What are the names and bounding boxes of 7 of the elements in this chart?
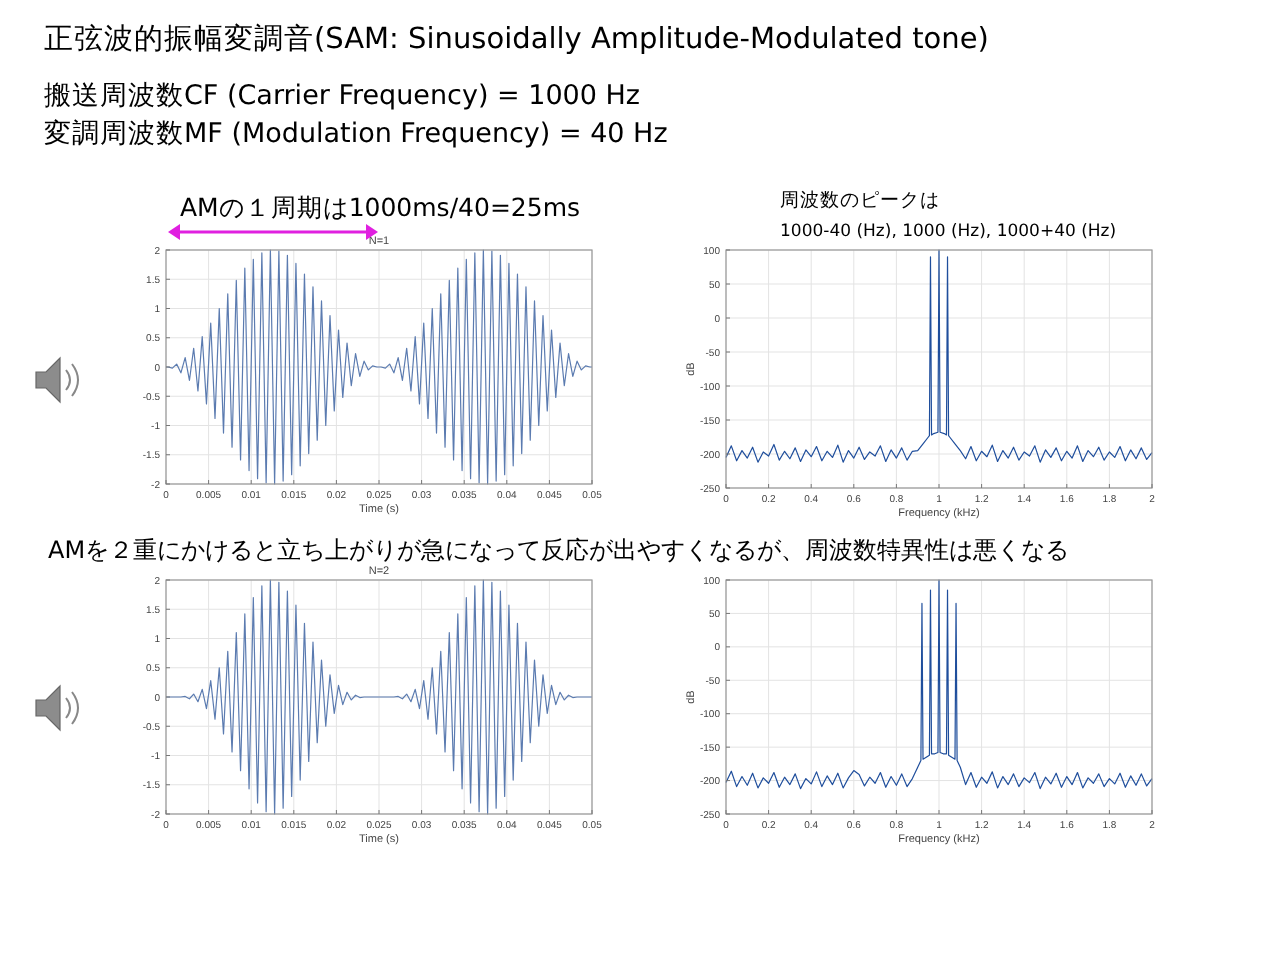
text: 1000-40 (Hz), 1000 (Hz), 1000+40 (Hz) [780,222,1117,242]
text: 搬送周波数CF (Carrier Frequency) = 1000 Hz [44,80,640,112]
text: 変調周波数MF (Modulation Frequency) = 40 Hz [44,118,668,150]
text: 周波数のピークは [780,188,940,212]
text: 正弦波的振幅変調音(SAM: Sinusoidally Amplitude-Modulated tone) [44,22,989,56]
text: AMを２重にかけると立ち上がりが急になって反応が出やすくなるが、周波数特異性は悪くなる [48,536,1070,564]
text: AMの１周期は1000ms/40=25ms [179,192,581,222]
